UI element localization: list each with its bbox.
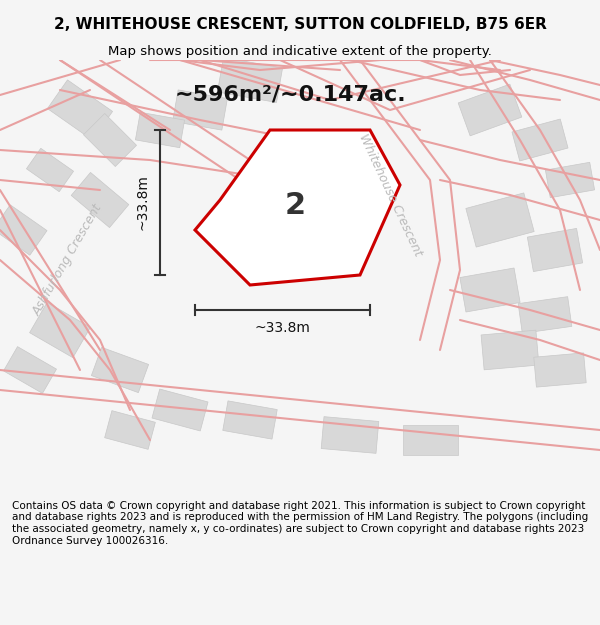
Polygon shape (104, 411, 155, 449)
Polygon shape (527, 228, 583, 272)
Polygon shape (481, 330, 539, 370)
Polygon shape (195, 130, 400, 285)
Polygon shape (460, 268, 520, 312)
Polygon shape (534, 353, 586, 387)
Text: Ashfurlong Crescent: Ashfurlong Crescent (31, 202, 105, 318)
Polygon shape (91, 348, 149, 392)
Polygon shape (0, 205, 47, 255)
Polygon shape (217, 58, 283, 102)
Polygon shape (240, 171, 300, 229)
Text: ~596m²/~0.147ac.: ~596m²/~0.147ac. (174, 85, 406, 105)
Polygon shape (26, 148, 74, 192)
Polygon shape (224, 214, 277, 266)
Polygon shape (173, 90, 227, 130)
Polygon shape (71, 173, 129, 228)
Polygon shape (512, 119, 568, 161)
Polygon shape (4, 347, 56, 393)
Polygon shape (29, 302, 91, 358)
Text: Map shows position and indicative extent of the property.: Map shows position and indicative extent… (108, 45, 492, 58)
Text: 2, WHITEHOUSE CRESCENT, SUTTON COLDFIELD, B75 6ER: 2, WHITEHOUSE CRESCENT, SUTTON COLDFIELD… (53, 17, 547, 32)
Polygon shape (83, 114, 137, 166)
Polygon shape (136, 112, 185, 148)
Polygon shape (223, 401, 277, 439)
Text: Whitehouse Crescent: Whitehouse Crescent (356, 132, 424, 258)
Polygon shape (545, 162, 595, 198)
Polygon shape (321, 417, 379, 453)
Text: Contains OS data © Crown copyright and database right 2021. This information is : Contains OS data © Crown copyright and d… (12, 501, 588, 546)
Polygon shape (458, 84, 522, 136)
Polygon shape (466, 193, 534, 247)
Polygon shape (403, 425, 458, 455)
Polygon shape (518, 297, 572, 333)
Polygon shape (152, 389, 208, 431)
Text: ~33.8m: ~33.8m (254, 321, 310, 335)
Polygon shape (47, 80, 113, 140)
Text: 2: 2 (284, 191, 305, 219)
Text: ~33.8m: ~33.8m (135, 174, 149, 231)
